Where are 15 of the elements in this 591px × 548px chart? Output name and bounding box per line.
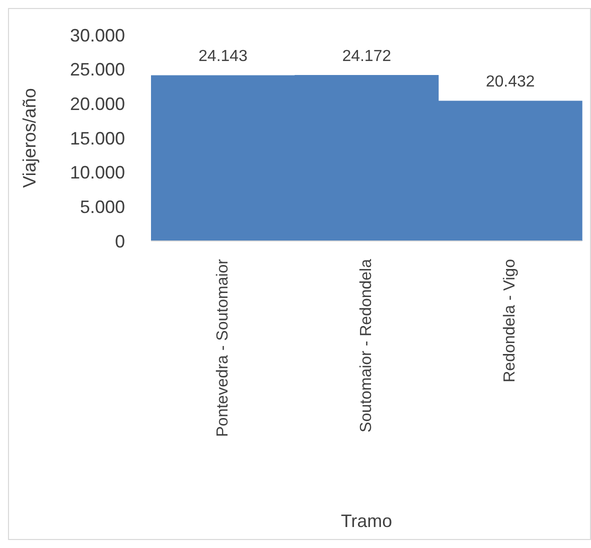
y-tick-label: 25.000 xyxy=(70,60,125,80)
data-label: 24.172 xyxy=(342,48,392,66)
y-tick-label: 15.000 xyxy=(70,128,125,148)
data-label: 20.432 xyxy=(486,74,535,91)
y-axis-title: Viajeros/año xyxy=(19,88,40,188)
y-tick-label: 10.000 xyxy=(70,162,125,183)
x-tick-label: Pontevedra - Soutomaior xyxy=(214,258,232,437)
x-tick-label: Soutomaior - Redondela xyxy=(358,258,375,432)
data-label: 24.143 xyxy=(198,48,248,66)
y-tick-label: 0 xyxy=(114,231,125,252)
y-tick-label: 20.000 xyxy=(70,94,125,114)
x-axis-title: Tramo xyxy=(340,511,392,531)
y-tick-label: 30.000 xyxy=(70,25,125,46)
y-tick-label: 5.000 xyxy=(80,197,125,218)
x-tick-label: Redondela - Vigo xyxy=(502,258,519,382)
